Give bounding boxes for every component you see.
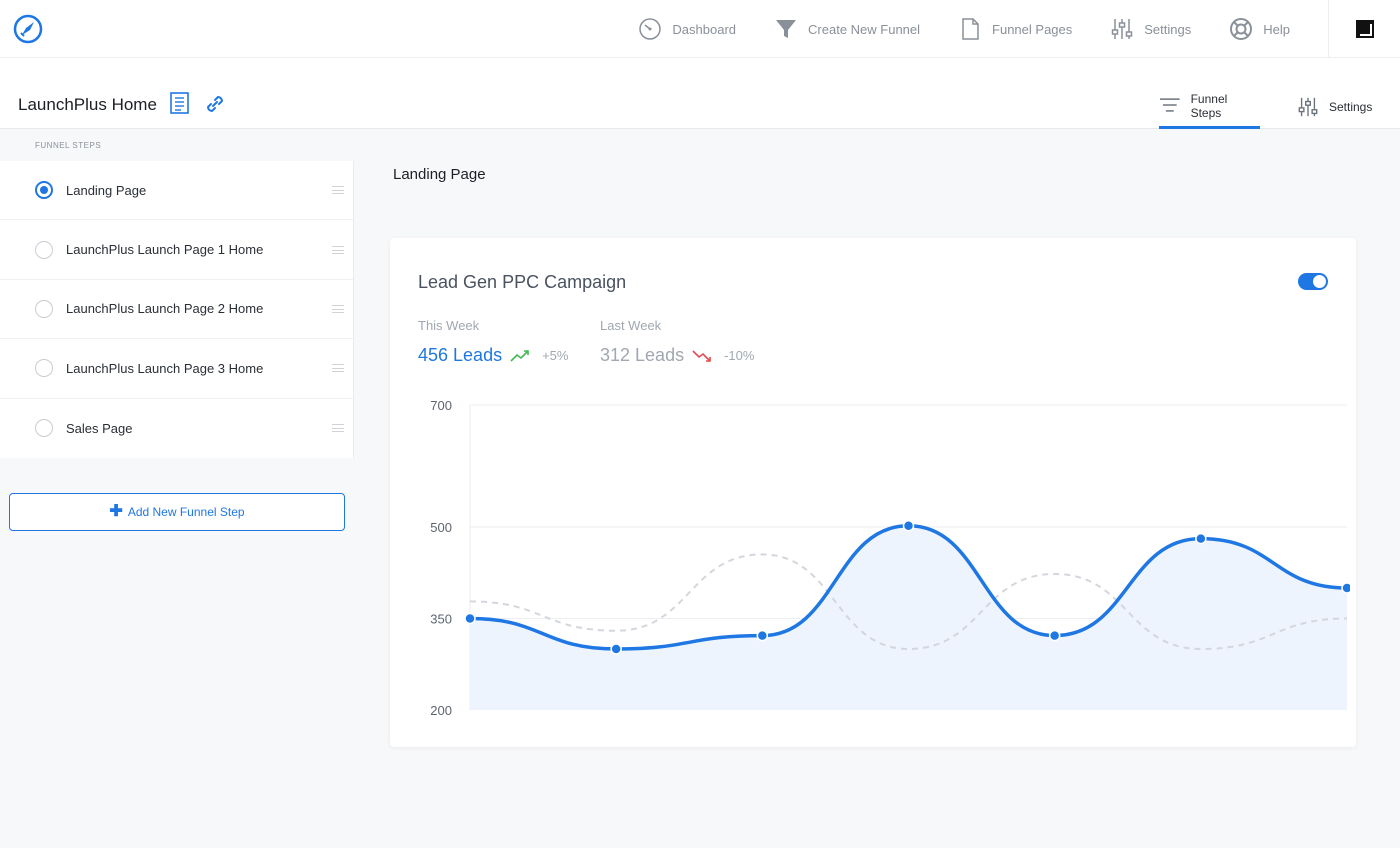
funnel-step[interactable]: Sales Page [0,399,353,458]
sidebar-heading: FUNNEL STEPS [35,141,102,150]
funnel-icon [776,20,797,38]
this-week-stat: This Week 456 Leads +5% [418,318,568,366]
rocket-logo-icon[interactable] [12,13,44,45]
data-point [1341,582,1350,594]
filter-lines-icon [1159,97,1180,112]
add-funnel-step-label: Add New Funnel Step [127,505,245,519]
funnel-step[interactable]: Landing Page [0,161,353,221]
last-week-value: 312 Leads [600,345,685,365]
last-week-change: -10% [724,348,755,363]
data-point [1195,532,1207,545]
y-tick-label: 200 [430,703,452,718]
nav-settings[interactable]: Settings [1110,17,1191,41]
trend-down-icon [692,349,711,362]
this-week-value: 456 Leads [418,345,503,365]
step-label: LaunchPlus Launch Page 2 Home [66,301,264,317]
nav-funnel-pages[interactable]: Funnel Pages [958,17,1072,41]
drag-handle-icon[interactable] [332,424,344,433]
funnel-step[interactable]: LaunchPlus Launch Page 3 Home [0,339,353,399]
step-radio[interactable] [35,299,53,318]
tab-settings[interactable]: Settings [1297,85,1372,129]
this-week-label: This Week [418,318,480,333]
step-radio[interactable] [35,181,53,200]
data-point [1048,629,1061,642]
step-label: LaunchPlus Launch Page 3 Home [66,360,264,376]
drag-handle-icon[interactable] [332,245,344,254]
top-navigation: Dashboard Create New Funnel Funnel Pages… [0,0,1400,58]
funnel-step[interactable]: LaunchPlus Launch Page 1 Home [0,220,353,280]
steps-list: Landing Page LaunchPlus Launch Page 1 Ho… [0,161,354,458]
leads-line-chart: 200 350 500 700 [430,398,1350,718]
funnel-step[interactable]: LaunchPlus Launch Page 2 Home [0,280,353,340]
drag-handle-icon[interactable] [332,364,344,373]
funnel-steps-sidebar: FUNNEL STEPS Landing Page LaunchPlus Lau… [0,129,354,531]
expand-icon[interactable] [1355,20,1374,38]
plus-icon: ✚ [109,503,123,520]
funnel-header: LaunchPlus Home Funnel Steps Settings [0,58,1400,129]
data-point [902,520,915,532]
trend-up-icon [510,349,529,362]
nav-dashboard[interactable]: Dashboard [638,17,736,41]
step-radio[interactable] [35,419,53,438]
sliders-icon [1112,19,1133,39]
nav-create-funnel[interactable]: Create New Funnel [774,17,920,41]
step-radio[interactable] [35,240,53,259]
campaign-toggle[interactable] [1298,273,1328,290]
data-point [610,643,622,655]
step-label: Landing Page [66,182,147,198]
drag-handle-icon[interactable] [332,304,344,313]
nav-help-label: Help [1263,21,1290,37]
page-icon [962,18,979,40]
nav-help[interactable]: Help [1229,17,1290,41]
document-icon[interactable] [169,91,191,115]
step-label: Sales Page [66,420,133,436]
nav-create-funnel-label: Create New Funnel [808,21,921,37]
nav-funnel-pages-label: Funnel Pages [992,21,1073,37]
step-label: LaunchPlus Launch Page 1 Home [66,242,264,258]
y-tick-label: 500 [430,520,452,535]
nav-expand-area [1328,0,1400,58]
section-title: Landing Page [393,166,486,183]
step-radio[interactable] [35,359,53,378]
series-line-last-week [469,553,1348,651]
sliders-icon [1298,97,1318,117]
add-funnel-step-button[interactable]: ✚ Add New Funnel Step [9,493,345,531]
this-week-change: +5% [542,348,569,363]
campaign-card: Lead Gen PPC Campaign This Week 456 Lead… [390,238,1356,747]
tab-funnel-steps-label: Funnel Steps [1190,91,1228,120]
page-title: LaunchPlus Home [18,95,157,114]
drag-handle-icon[interactable] [332,186,344,195]
nav-settings-label: Settings [1144,21,1192,37]
last-week-stat: Last Week 312 Leads -10% [600,318,754,366]
data-point [756,629,769,642]
y-tick-label: 350 [430,612,452,627]
dashboard-icon [639,18,662,40]
main-nav: Dashboard Create New Funnel Funnel Pages… [638,0,1400,58]
series-area [470,525,1347,710]
tab-funnel-steps[interactable]: Funnel Steps [1159,85,1260,129]
y-tick-label: 700 [430,398,452,413]
lifebuoy-icon [1230,18,1253,40]
last-week-label: Last Week [600,318,662,333]
nav-dashboard-label: Dashboard [672,21,737,37]
data-point [464,612,476,625]
campaign-title: Lead Gen PPC Campaign [418,272,627,292]
tab-settings-label: Settings [1329,100,1373,114]
link-icon[interactable] [202,91,228,117]
